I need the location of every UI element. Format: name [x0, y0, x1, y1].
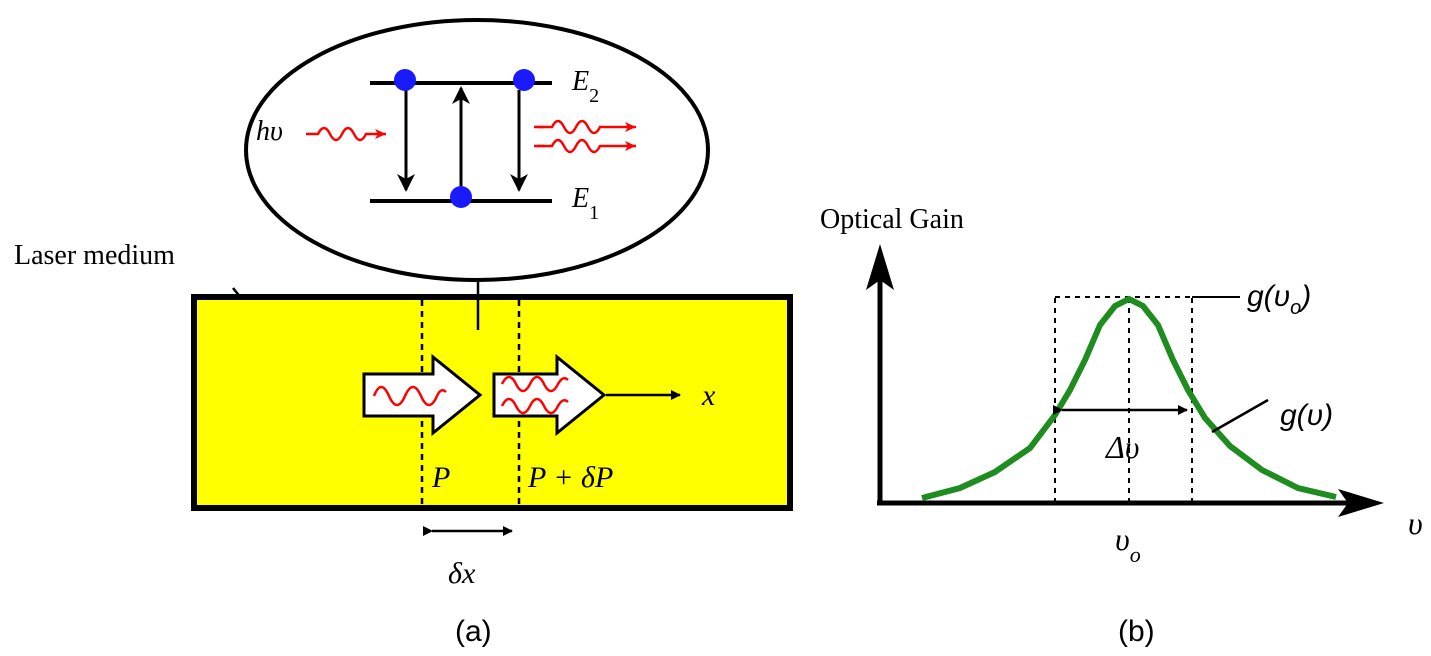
photon-energy-label: hυ: [256, 116, 283, 147]
atom-upper-left: [394, 69, 416, 91]
atom-upper-right: [513, 69, 535, 91]
outgoing-photon-wave-1: [538, 119, 636, 135]
gain-curve-label: g(υ): [1280, 399, 1333, 432]
atom-lower: [450, 186, 472, 208]
energy-level-bubble: [244, 18, 710, 282]
beam-arrow-out-wave-1: [500, 375, 569, 393]
beam-arrow-in: [362, 353, 483, 437]
x-axis-label: υ: [1408, 505, 1423, 541]
laser-medium-label: Laser medium: [14, 240, 175, 271]
propagation-axis-label: x: [701, 379, 716, 412]
outgoing-photon-wave-2: [538, 138, 636, 154]
upper-level-label: E2: [571, 66, 599, 107]
panel-a: hυ E2 E1 Laser medium x P P + δP: [14, 18, 793, 648]
beam-arrow-out-wave-2: [500, 397, 569, 415]
center-frequency-label: υo: [1115, 521, 1141, 567]
panel-b: Optical Gain υ Δυ g(υo) g(υ) υo (b): [820, 204, 1423, 648]
slice-width-label: δx: [448, 557, 476, 590]
y-axis-arrowhead: [866, 244, 894, 290]
laser-medium-slab: [191, 294, 793, 511]
lower-level-label: E1: [571, 183, 599, 224]
power-out-label: P + δP: [527, 461, 613, 494]
x-axis-arrowhead: [1338, 489, 1384, 517]
gain-curve: [921, 295, 1337, 501]
linewidth-label: Δυ: [1104, 429, 1139, 465]
beam-arrow-in-wave: [372, 385, 447, 407]
power-in-label: P: [431, 461, 450, 494]
curve-label-leader: [1211, 398, 1269, 434]
peak-gain-label: g(υo): [1247, 280, 1311, 319]
panel-b-caption: (b): [1118, 615, 1155, 648]
panel-a-caption: (a): [455, 615, 492, 648]
y-axis-label: Optical Gain: [820, 204, 964, 235]
incoming-photon-wave: [306, 126, 386, 142]
